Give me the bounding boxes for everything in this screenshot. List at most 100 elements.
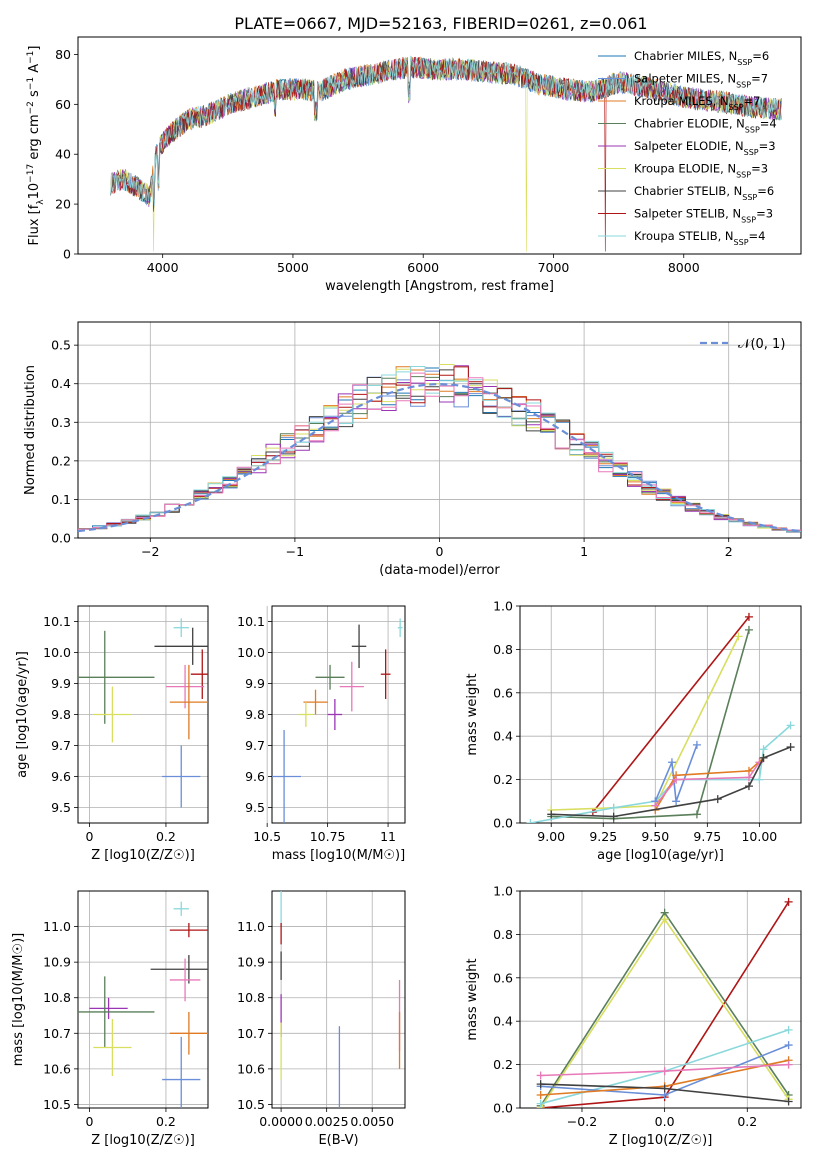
weight-series-line	[551, 746, 791, 818]
legend-entry: Kroupa ELODIE, NSSP=3	[634, 162, 768, 180]
weight-series-line	[592, 616, 750, 813]
y-tick-label: 10.5	[43, 1097, 71, 1112]
y-axis-label: Normed distribution	[23, 365, 38, 495]
axes-frame	[77, 605, 209, 824]
weight-point-marker	[672, 797, 681, 806]
x-tick-label: 0.0050	[350, 1114, 394, 1129]
x-tick-label: 7000	[538, 260, 570, 275]
y-tick-label: 0.0	[493, 816, 513, 831]
legend-entry: Kroupa STELIB, NSSP=4	[634, 229, 765, 247]
weight-point-marker	[784, 1097, 793, 1106]
y-tick-label: 20	[55, 197, 71, 212]
y-tick-label: 9.6	[51, 769, 71, 784]
legend-entry: Kroupa MILES, NSSP=7	[634, 94, 760, 112]
x-axis-label: Z [log10(Z/Z☉)]	[609, 1133, 713, 1148]
y-tick-label: 0.8	[493, 642, 513, 657]
x-tick-label: 8000	[668, 260, 700, 275]
y-axis-label: mass weight	[465, 958, 480, 1040]
y-tick-label: 0.6	[493, 970, 513, 985]
x-tick-label: 4000	[147, 260, 179, 275]
weight-point-marker	[667, 758, 676, 767]
x-tick-label: −0.2	[567, 1114, 597, 1129]
weight-point-marker	[734, 632, 743, 641]
y-tick-label: 9.8	[245, 707, 265, 722]
x-axis-label: Z [log10(Z/Z☉)]	[91, 848, 195, 863]
y-tick-label: 10.7	[237, 1026, 265, 1041]
weight-point-marker	[784, 1060, 793, 1069]
axes-frame	[519, 890, 802, 1109]
x-tick-label: 0.2	[156, 1114, 176, 1129]
weight-point-marker	[692, 740, 701, 749]
histogram-series-step	[78, 372, 801, 531]
weight-point-marker	[660, 1084, 669, 1093]
x-tick-label: 10.00	[741, 829, 777, 844]
weight-point-marker	[759, 745, 768, 754]
weight-point-marker	[651, 801, 660, 810]
y-tick-label: 0.4	[51, 376, 71, 391]
axes-frame	[271, 605, 406, 824]
axes-frame	[77, 36, 802, 255]
spectrum-chart: 4000 5000 6000 7000 8000 0 20 40 60 80 wavelength …	[26, 36, 802, 294]
x-axis-label: Z [log10(Z/Z☉)]	[91, 1133, 195, 1148]
x-tick-label: −1	[286, 544, 304, 559]
weight-point-marker	[536, 1090, 545, 1099]
y-axis-label: mass weight	[465, 673, 480, 755]
x-tick-label: 11	[380, 829, 396, 844]
y-tick-label: 0	[63, 247, 71, 262]
y-tick-label: 11.0	[237, 919, 265, 934]
y-tick-label: 0.6	[493, 685, 513, 700]
y-tick-label: 10.0	[237, 645, 265, 660]
weight-series-line	[654, 761, 761, 807]
weight-point-marker	[759, 753, 768, 762]
x-tick-label: 10.5	[253, 829, 281, 844]
x-tick-label: 0.2	[737, 1114, 757, 1129]
weight-point-marker	[660, 1067, 669, 1076]
weight-point-marker	[609, 803, 618, 812]
y-tick-label: 0.2	[51, 453, 71, 468]
y-tick-label: 10.0	[43, 645, 71, 660]
legend-entry: Chabrier MILES, NSSP=6	[634, 49, 769, 67]
x-axis-label: (data-model)/error	[379, 563, 500, 578]
weight-point-marker	[692, 810, 701, 819]
weight-point-marker	[660, 915, 669, 924]
x-axis-label: age [log10(age/yr)]	[597, 848, 724, 863]
age-weight-chart: 9.00 9.25 9.50 9.75 10.00 0.0 0.2 0.4 0.6 0.8 1.0 a…	[465, 599, 802, 863]
weight-point-marker	[786, 721, 795, 730]
weight-point-marker	[784, 1025, 793, 1034]
y-tick-label: 11.0	[43, 919, 71, 934]
y-tick-label: 10.8	[43, 990, 71, 1005]
legend-entry: 𝒩(0, 1)	[738, 337, 785, 352]
legend-entry: Salpeter STELIB, NSSP=3	[634, 207, 773, 225]
weight-point-marker	[526, 819, 535, 823]
weight-point-marker	[536, 1099, 545, 1108]
x-axis-label: mass [log10(M/M☉)]	[272, 848, 405, 863]
y-tick-label: 0.1	[51, 492, 71, 507]
x-tick-label: 0.0000	[259, 1114, 303, 1129]
y-tick-label: 60	[55, 97, 71, 112]
ebv-mass-scatter: 0.0000 0.0025 0.0050 10.5 10.6 10.7 10.8 10.9 11…	[237, 890, 406, 1148]
y-axis-label: mass [log10(M/M☉)]	[11, 933, 26, 1066]
y-tick-label: 10.9	[237, 955, 265, 970]
y-tick-label: 9.7	[245, 738, 265, 753]
weight-point-marker	[744, 782, 753, 791]
y-tick-label: 9.7	[51, 738, 71, 753]
y-tick-label: 0.3	[51, 415, 71, 430]
weight-series-line	[551, 636, 740, 811]
y-axis-label: Flux [fλ10−17 erg cm−2 s−1 A−1]	[26, 46, 46, 246]
y-tick-label: 10.7	[43, 1026, 71, 1041]
weight-point-marker	[744, 773, 753, 782]
x-tick-label: 10.75	[310, 829, 346, 844]
y-tick-label: 9.8	[51, 707, 71, 722]
x-axis-label: E(B-V)	[318, 1133, 358, 1148]
y-tick-label: 10.1	[237, 614, 265, 629]
residual-histogram-chart: −2 −1 0 1 2 0.0 0.1 0.2 0.3 0.4 0.5 𝒩(0, 1) (data-mo…	[23, 321, 802, 578]
x-tick-label: 9.75	[693, 829, 721, 844]
normal-curve	[78, 382, 801, 533]
y-tick-label: 0.2	[493, 1057, 513, 1072]
axes-frame	[77, 890, 209, 1109]
y-tick-label: 10.1	[43, 614, 71, 629]
y-tick-label: 0.8	[493, 927, 513, 942]
y-tick-label: 0.5	[51, 338, 71, 353]
y-tick-label: 10.9	[43, 955, 71, 970]
y-tick-label: 10.6	[43, 1061, 71, 1076]
